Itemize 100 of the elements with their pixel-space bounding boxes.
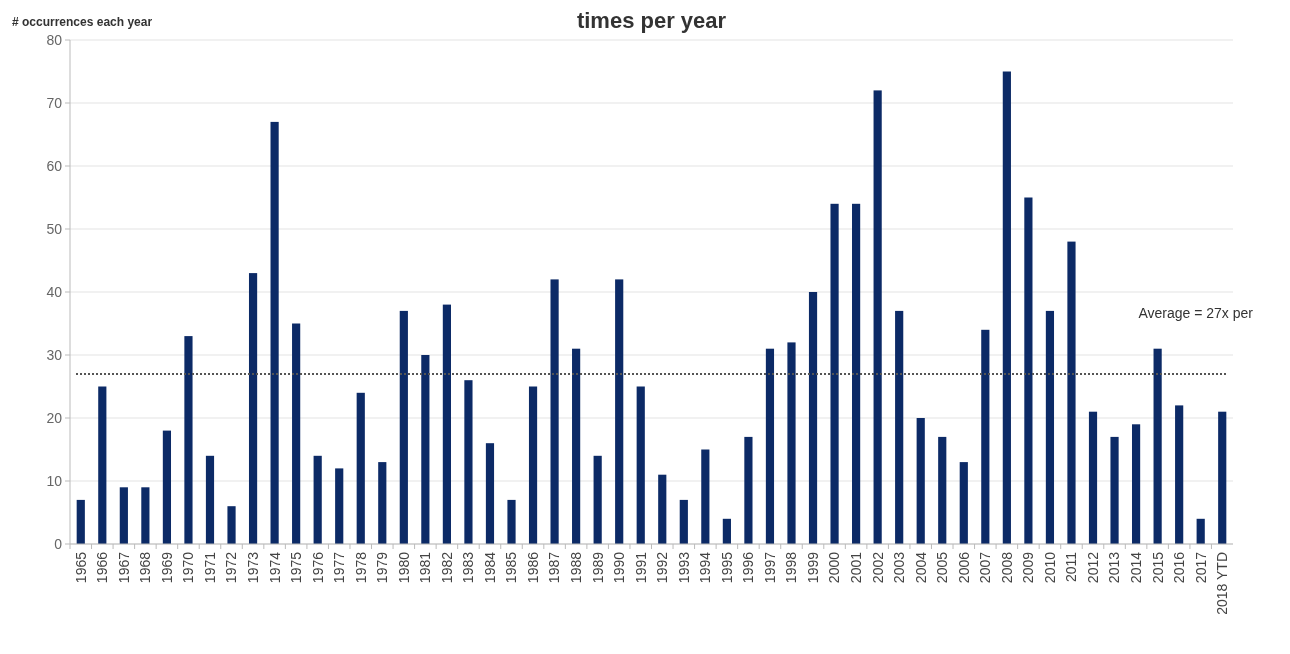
- bar: [744, 436, 753, 544]
- bar: [335, 468, 344, 544]
- x-tick-label: 2001: [848, 551, 864, 584]
- x-tick-label: 1968: [137, 551, 154, 584]
- y-tick-label: 20: [46, 409, 63, 426]
- ref-line-label: Average = 27x per: [1138, 304, 1254, 321]
- bar: [356, 392, 365, 544]
- bar: [572, 348, 581, 544]
- bar: [292, 323, 301, 544]
- x-tick-label: 2008: [998, 551, 1015, 584]
- bar: [679, 499, 688, 544]
- bar: [722, 518, 731, 544]
- bar: [141, 487, 150, 544]
- x-tick-label: 1975: [288, 551, 305, 584]
- bar: [808, 292, 818, 544]
- x-tick-label: 1977: [331, 551, 348, 584]
- bar: [1045, 310, 1055, 544]
- bar: [1002, 71, 1011, 544]
- bar: [227, 506, 236, 544]
- chart-title: times per year: [576, 8, 727, 33]
- x-tick-label: 1997: [761, 551, 778, 584]
- x-tick-label: 2002: [869, 551, 886, 584]
- bar: [550, 279, 559, 544]
- bar: [1153, 348, 1162, 544]
- bar: [916, 418, 925, 544]
- x-tick-label: 1965: [72, 551, 89, 584]
- x-tick-label: 2003: [891, 551, 908, 584]
- bar: [981, 329, 990, 544]
- x-tick-label: 1972: [223, 551, 240, 584]
- x-tick-label: 1970: [180, 551, 197, 584]
- bar: [378, 462, 387, 544]
- bar: [959, 462, 968, 544]
- y-tick-label: 70: [46, 94, 63, 111]
- bar: [636, 386, 645, 544]
- bar: [507, 499, 516, 544]
- bar: [1067, 241, 1076, 544]
- x-tick-label: 2009: [1020, 551, 1037, 584]
- bar: [830, 203, 839, 544]
- x-tick-label: 1998: [783, 551, 800, 584]
- x-tick-label: 1988: [568, 551, 585, 584]
- bar: [485, 443, 495, 544]
- y-tick-label: 80: [46, 31, 63, 48]
- bar: [658, 474, 667, 544]
- x-tick-label: 1974: [266, 551, 283, 584]
- x-tick-label: 2018 YTD: [1214, 552, 1231, 615]
- x-tick-label: 1996: [740, 551, 757, 584]
- x-tick-label: 1994: [697, 551, 714, 584]
- bar: [895, 310, 904, 544]
- x-tick-label: 1971: [201, 551, 218, 584]
- x-tick-label: 2000: [826, 551, 843, 584]
- x-tick-label: 2006: [955, 551, 972, 584]
- x-tick-label: 2017: [1192, 551, 1209, 584]
- x-tick-label: 1979: [374, 551, 391, 584]
- x-tick-label: 1976: [309, 551, 326, 584]
- x-tick-label: 1982: [438, 551, 455, 584]
- bar: [593, 455, 602, 544]
- x-tick-label: 1980: [395, 551, 412, 584]
- bar: [1024, 197, 1033, 544]
- x-tick-label: 2004: [912, 551, 929, 584]
- x-tick-label: 2005: [934, 551, 951, 584]
- bar: [765, 348, 775, 544]
- x-tick-label: 1978: [352, 551, 369, 584]
- x-tick-label: 1985: [503, 551, 520, 584]
- bar: [464, 380, 473, 544]
- bar: [184, 336, 193, 544]
- x-tick-label: 2007: [977, 551, 994, 584]
- bar: [1175, 405, 1184, 544]
- x-tick-label: 1981: [417, 551, 434, 584]
- bar: [76, 499, 85, 544]
- x-tick-label: 1986: [524, 551, 541, 584]
- y-axis-title: # occurrences each year: [12, 15, 153, 29]
- x-tick-label: 1973: [244, 551, 261, 584]
- bar: [270, 121, 279, 544]
- bar: [162, 430, 172, 544]
- bar: [1110, 436, 1119, 544]
- x-tick-label: 1991: [632, 551, 649, 584]
- y-tick-label: 50: [46, 220, 63, 237]
- x-tick-label: 2012: [1084, 551, 1101, 584]
- x-tick-label: 1989: [589, 551, 606, 584]
- bar: [1218, 411, 1227, 544]
- x-tick-label: 1969: [158, 551, 175, 584]
- bar: [528, 386, 538, 544]
- bar: [399, 310, 408, 544]
- x-tick-label: 1999: [804, 551, 821, 584]
- y-tick-label: 60: [46, 157, 63, 174]
- bar: [1196, 518, 1205, 544]
- x-tick-label: 1993: [675, 551, 692, 584]
- bar: [313, 455, 322, 544]
- x-tick-label: 1992: [654, 551, 671, 584]
- x-tick-label: 1967: [115, 551, 132, 584]
- bar: [205, 455, 215, 544]
- y-tick-label: 40: [46, 283, 63, 300]
- x-tick-label: 2015: [1149, 551, 1166, 584]
- x-tick-label: 1995: [718, 551, 735, 584]
- x-tick-label: 1984: [481, 551, 498, 584]
- x-tick-label: 2014: [1127, 551, 1144, 584]
- x-tick-label: 2013: [1106, 551, 1123, 584]
- x-tick-label: 1987: [546, 551, 563, 584]
- x-tick-label: 2016: [1171, 551, 1188, 584]
- bar: [1088, 411, 1098, 544]
